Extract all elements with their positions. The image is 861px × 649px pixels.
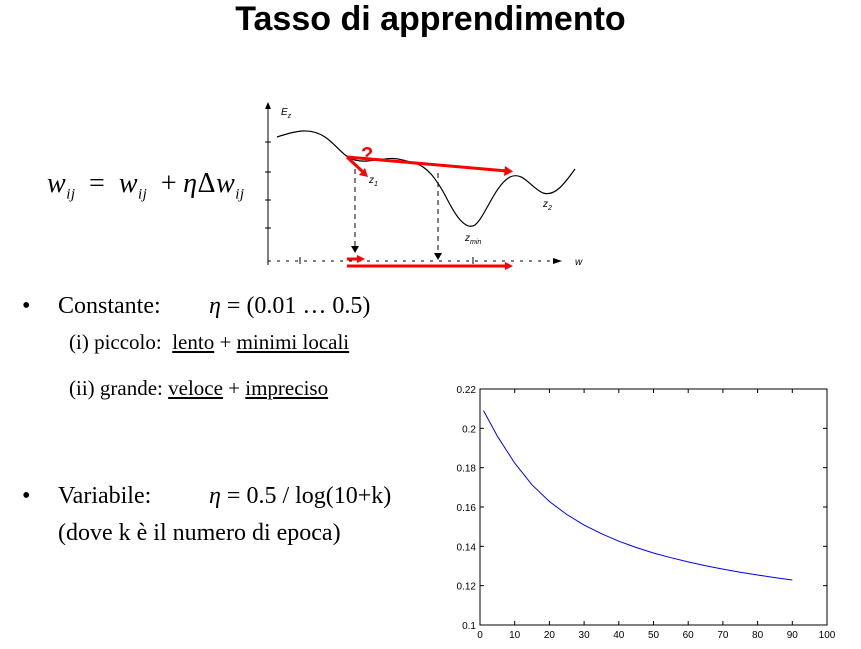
x-tick-label: 50: [648, 630, 660, 641]
x-tick-label: 30: [579, 630, 591, 641]
sketch-y-label: Ez: [281, 107, 292, 120]
x-tick-label: 100: [819, 630, 836, 641]
variable-label: Variabile:: [58, 483, 152, 509]
x-tick-label: 10: [509, 630, 521, 641]
sketch-axes: [265, 102, 562, 265]
formula-plus: +: [160, 168, 178, 199]
small-b: minimi locali: [236, 330, 350, 354]
sketch-zmin-label: zmin: [464, 233, 481, 246]
weight-update-formula: wij = wij + ηΔwij: [47, 168, 245, 204]
formula-rhs-w: w: [118, 168, 139, 199]
small-prefix: (i) piccolo:: [69, 330, 162, 354]
x-tick-label: 70: [717, 630, 729, 641]
y-tick-label: 0.1: [462, 621, 476, 632]
y-tick-label: 0.18: [457, 464, 477, 475]
small-plus: +: [219, 330, 232, 354]
x-tick-label: 60: [683, 630, 695, 641]
large-a: veloce: [168, 376, 223, 400]
y-tick-label: 0.14: [457, 542, 477, 553]
formula-lhs-sub: ij: [66, 186, 76, 203]
formula-dw: w: [216, 168, 236, 199]
dashed-arrowhead-2: [434, 253, 442, 260]
y-tick-label: 0.12: [457, 582, 477, 593]
series-line: [483, 410, 793, 581]
sketch-z2-label: z2: [542, 199, 552, 212]
bullet-mark: •: [22, 293, 31, 319]
formula-dw-sub: ij: [235, 186, 245, 203]
variable-formula: = 0.5 / log(10+k): [226, 483, 392, 509]
sketch-dashed-lines: [354, 169, 439, 255]
x-tick-label: 20: [544, 630, 556, 641]
constant-eta: η: [209, 293, 221, 319]
constant-formula: = (0.01 … 0.5): [226, 293, 371, 319]
y-tick-label: 0.22: [457, 385, 477, 396]
bullet-constant: • Constante: η = (0.01 … 0.5): [22, 293, 370, 320]
chart-plot-frame: [479, 388, 828, 626]
formula-lhs: w: [47, 168, 67, 199]
sketch-x-label: w: [575, 257, 583, 268]
y-tick-label: 0.16: [457, 503, 477, 514]
large-line: (ii) grande: veloce + impreciso: [69, 376, 328, 401]
constant-label: Constante:: [58, 293, 161, 319]
question-mark: ?: [361, 144, 373, 166]
variable-note: (dove k è il numero di epoca): [58, 520, 341, 546]
sketch-z1-label: z1: [368, 175, 378, 188]
formula-rhs-w-sub: ij: [138, 186, 148, 203]
x-tick-label: 90: [787, 630, 799, 641]
y-tick-label: 0.2: [462, 424, 476, 435]
error-curve: [276, 130, 576, 227]
constant-formula-group: η = (0.01 … 0.5): [209, 293, 370, 320]
formula-delta: Δ: [197, 168, 217, 199]
bullet-mark-2: •: [22, 483, 31, 509]
x-tick-label: 40: [613, 630, 625, 641]
small-a: lento: [172, 330, 215, 354]
learning-rate-chart: 0 10 20 30 40 50 60 70 80 90 100 0.1 0.12 0.14 0.16 0.1…: [457, 385, 836, 641]
x-tick-label: 0: [477, 630, 483, 641]
bullet-variable: • Variabile: η = 0.5 / log(10+k): [22, 483, 391, 510]
large-prefix: (ii) grande:: [69, 376, 163, 400]
formula-equals: =: [89, 168, 106, 199]
error-surface-sketch: ? Ez w z1 z2 zmin: [265, 102, 583, 270]
dashed-arrowhead-1: [351, 246, 359, 253]
variable-eta: η: [209, 483, 221, 509]
small-line: (i) piccolo: lento + minimi locali: [69, 330, 349, 355]
page-title: Tasso di apprendimento: [235, 0, 626, 38]
formula-eta: η: [183, 168, 198, 199]
variable-formula-group: η = 0.5 / log(10+k): [209, 483, 391, 510]
x-tick-label: 80: [752, 630, 764, 641]
large-b: impreciso: [245, 376, 329, 400]
red-arrows: [345, 155, 513, 270]
large-plus: +: [228, 376, 241, 400]
